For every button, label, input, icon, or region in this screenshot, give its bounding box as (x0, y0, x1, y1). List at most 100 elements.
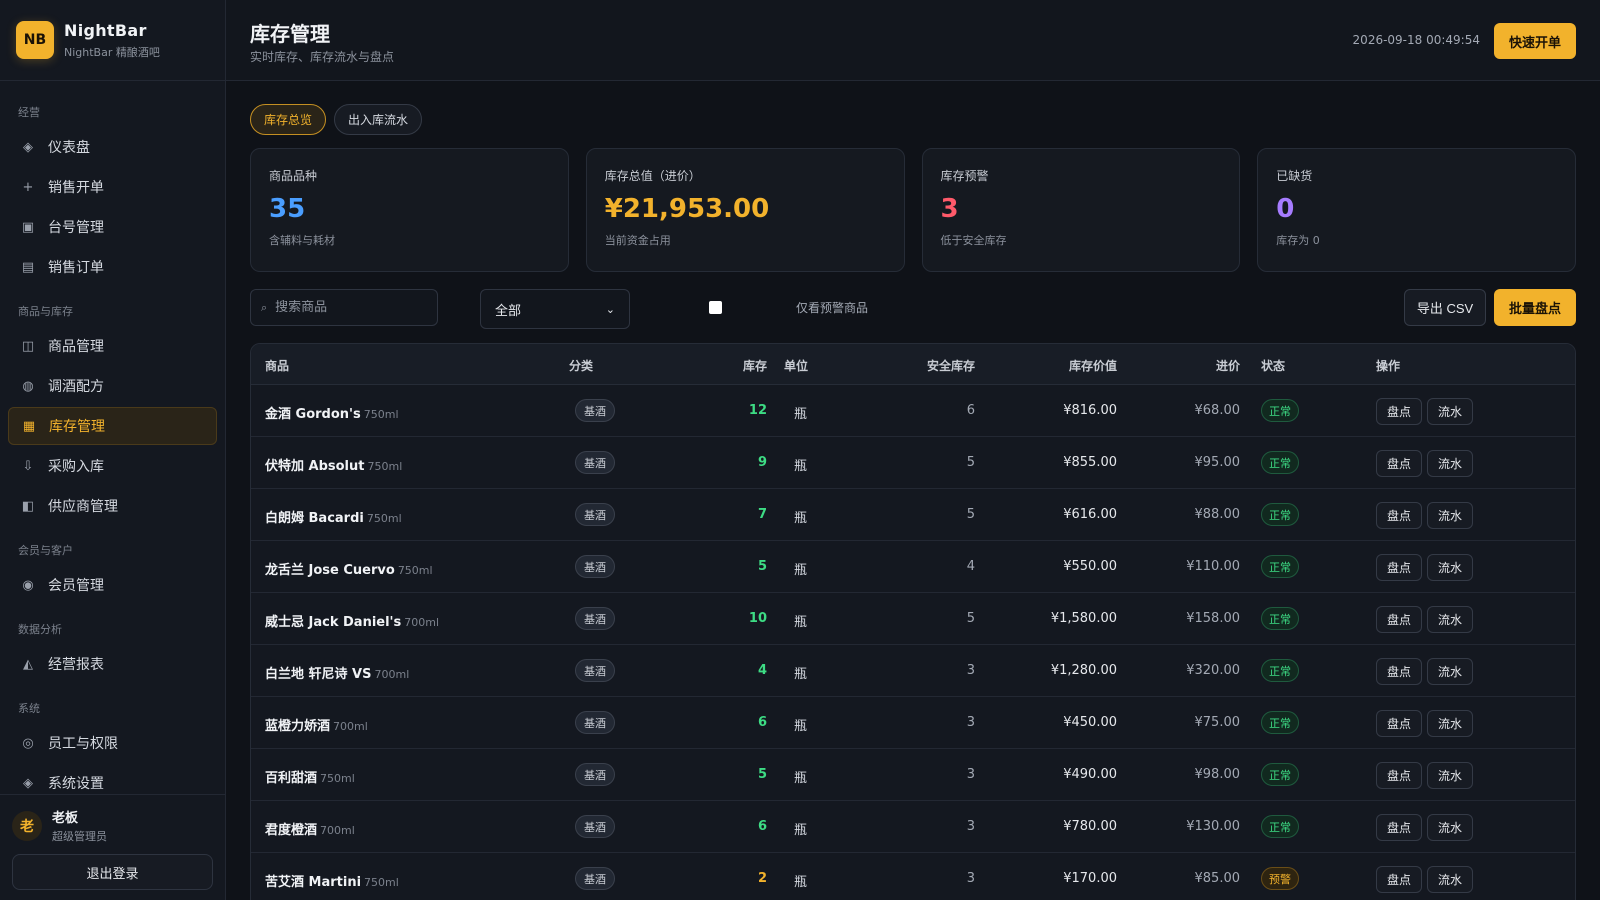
stocktake-button[interactable]: 盘点 (1376, 710, 1422, 737)
stock-flow-button[interactable]: 流水 (1427, 554, 1473, 581)
stock-flow-button[interactable]: 流水 (1427, 606, 1473, 633)
list-icon: ▤ (21, 259, 35, 275)
product-name: 百利甜酒 (265, 771, 318, 786)
stock-qty: 9 (757, 455, 767, 470)
sidebar-item[interactable]: + 销售开单 (8, 168, 217, 206)
stock-flow-button[interactable]: 流水 (1427, 710, 1473, 737)
product-name: 君度橙酒 (265, 823, 318, 838)
mix-icon: ◍ (22, 378, 34, 394)
status-badge: 正常 (1261, 711, 1299, 734)
cost-price: ¥110.00 (1186, 559, 1240, 574)
plus-icon: + (22, 179, 34, 195)
category-tag: 基酒 (575, 763, 615, 786)
stock-flow-button[interactable]: 流水 (1427, 450, 1473, 477)
sidebar-item[interactable]: ⇩ 采购入库 (8, 447, 217, 485)
sidebar-item-label: 系统设置 (48, 776, 104, 792)
sidebar-nav: 经营 ◈ 仪表盘 + 销售开单 ▣ 台号管理 ▤ 销售订单 商品与库存 ◫ 商品管理 ◍ 调酒配方 ▦ 库存管… (0, 81, 225, 802)
sidebar-item[interactable]: ▦ 库存管理 (8, 407, 217, 445)
sidebar-item[interactable]: ◫ 商品管理 (8, 327, 217, 365)
stocktake-button[interactable]: 盘点 (1376, 866, 1422, 893)
unit: 瓶 (794, 823, 808, 838)
table-row: 金酒 Gordon's 750ml 基酒 12 瓶 6 ¥816.00 ¥68.0… (251, 385, 1575, 437)
only-warning-label: 仅看预警商品 (796, 301, 869, 315)
tab-inventory-overview[interactable]: 库存总览 (250, 104, 327, 135)
safe-stock: 3 (966, 767, 975, 782)
product-name-cell: 白朗姆 Bacardi 750ml (265, 507, 402, 526)
supplier-icon: ◧ (21, 498, 35, 514)
sidebar-item[interactable]: ◧ 供应商管理 (8, 487, 217, 525)
sidebar-item[interactable]: ◭ 经营报表 (8, 645, 217, 683)
safe-stock: 3 (966, 871, 975, 886)
category-tag: 基酒 (575, 607, 615, 630)
tab-stock-flow[interactable]: 出入库流水 (334, 104, 423, 135)
col-status: 状态 (1261, 359, 1286, 373)
stock-flow-button[interactable]: 流水 (1427, 814, 1473, 841)
stat-card: 库存总值（进价） ¥21,953.00 当前资金占用 (585, 148, 905, 272)
stocktake-button[interactable]: 盘点 (1376, 554, 1422, 581)
sidebar-item[interactable]: ▣ 台号管理 (8, 208, 217, 246)
product-name-cell: 百利甜酒 750ml (265, 767, 355, 786)
only-warning-checkbox[interactable] (709, 301, 722, 314)
staff-icon: ◎ (22, 735, 34, 751)
stock-flow-button[interactable]: 流水 (1427, 866, 1473, 893)
col-cost-price: 进价 (1215, 359, 1240, 373)
stocktake-button[interactable]: 盘点 (1376, 762, 1422, 789)
sidebar-item-label: 仪表盘 (48, 140, 90, 156)
table-square-icon: ▣ (21, 219, 35, 235)
product-name: 威士忌 Jack Daniel's (265, 615, 402, 630)
stocktake-button[interactable]: 盘点 (1376, 502, 1422, 529)
category-tag: 基酒 (575, 711, 615, 734)
category-tag: 基酒 (575, 399, 615, 422)
stock-flow-button[interactable]: 流水 (1427, 658, 1473, 685)
sidebar-item[interactable]: ▤ 销售订单 (8, 248, 217, 286)
sidebar-item[interactable]: ◈ 仪表盘 (8, 128, 217, 166)
view-tabs: 库存总览 出入库流水 (250, 104, 423, 135)
stat-value: 3 (940, 194, 959, 224)
nav-section-title: 经营 (18, 106, 40, 119)
stock-qty: 6 (757, 715, 767, 730)
batch-count-button[interactable]: 批量盘点 (1494, 289, 1576, 326)
settings-icon: ◈ (23, 775, 33, 791)
export-csv-button[interactable]: 导出 CSV (1404, 289, 1486, 326)
product-spec: 700ml (333, 720, 368, 733)
sidebar-item[interactable]: ◉ 会员管理 (8, 566, 217, 604)
category-tag: 基酒 (575, 503, 615, 526)
sidebar-item[interactable]: ◍ 调酒配方 (8, 367, 217, 405)
cost-price: ¥130.00 (1186, 819, 1240, 834)
cost-price: ¥68.00 (1194, 403, 1241, 418)
status-badge: 正常 (1261, 555, 1299, 578)
logout-button[interactable]: 退出登录 (12, 854, 213, 890)
download-icon: ⇩ (22, 458, 34, 474)
stat-label: 商品品种 (269, 169, 318, 183)
category-tag: 基酒 (575, 815, 615, 838)
stocktake-button[interactable]: 盘点 (1376, 606, 1422, 633)
stat-card: 库存预警 3 低于安全库存 (921, 148, 1241, 272)
stocktake-button[interactable]: 盘点 (1376, 450, 1422, 477)
stock-flow-button[interactable]: 流水 (1427, 398, 1473, 425)
brand-subtitle: NightBar 精酿酒吧 (64, 45, 160, 59)
stocktake-button[interactable]: 盘点 (1376, 814, 1422, 841)
sidebar-item-label: 经营报表 (48, 657, 104, 673)
stocktake-button[interactable]: 盘点 (1376, 658, 1422, 685)
product-spec: 750ml (363, 408, 399, 421)
stocktake-button[interactable]: 盘点 (1376, 398, 1422, 425)
product-spec: 750ml (320, 772, 355, 785)
page-subtitle: 实时库存、库存流水与盘点 (250, 50, 395, 64)
quick-order-button[interactable]: 快速开单 (1494, 23, 1576, 59)
box-icon: ◫ (21, 338, 35, 354)
search-input[interactable] (275, 300, 426, 315)
inventory-table: 商品 分类 库存 单位 安全库存 库存价值 进价 状态 操作 金酒 Gordon… (250, 343, 1576, 900)
sidebar-item[interactable]: ◈ 系统设置 (8, 764, 217, 802)
col-stock: 库存 (742, 359, 767, 373)
stock-flow-button[interactable]: 流水 (1427, 762, 1473, 789)
unit: 瓶 (794, 771, 808, 786)
product-name: 蓝橙力娇酒 (265, 719, 331, 734)
search-icon: ⌕ (261, 300, 268, 314)
table-row: 君度橙酒 700ml 基酒 6 瓶 3 ¥780.00 ¥130.00 正常 盘点… (251, 801, 1575, 853)
stock-flow-button[interactable]: 流水 (1427, 502, 1473, 529)
sidebar-item[interactable]: ◎ 员工与权限 (8, 724, 217, 762)
category-select[interactable]: 全部 ⌄ (480, 289, 630, 329)
table-row: 蓝橙力娇酒 700ml 基酒 6 瓶 3 ¥450.00 ¥75.00 正常 盘点… (251, 697, 1575, 749)
sidebar-item-label: 库存管理 (49, 419, 105, 435)
search-box[interactable]: ⌕ (250, 289, 438, 326)
